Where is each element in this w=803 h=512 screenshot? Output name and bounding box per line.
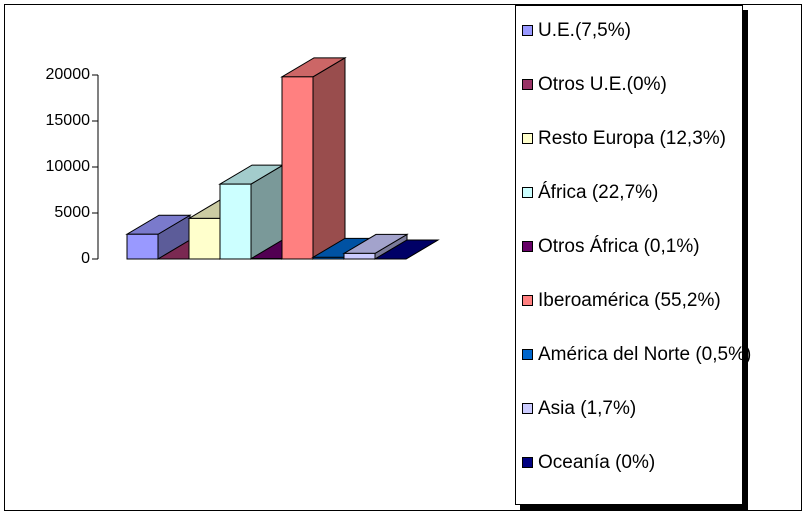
legend-item: Oceanía (0%) — [522, 450, 753, 475]
bar-front — [126, 233, 159, 260]
legend: U.E.(7,5%) Otros U.E.(0%) Resto Europa (12… — [515, 5, 751, 505]
legend-swatch — [522, 403, 533, 414]
legend-label: U.E.(7,5%) — [538, 20, 631, 41]
legend-label: América del Norte (0,5%) — [538, 344, 752, 365]
legend-swatch — [522, 241, 533, 252]
legend-label: Iberoamérica (55,2%) — [538, 290, 721, 311]
bar-front — [188, 217, 221, 260]
legend-swatch — [522, 349, 533, 360]
y-tick-label: 10000 — [46, 158, 91, 175]
legend-item: Asia (1,7%) — [522, 396, 753, 421]
legend-item: Otros África (0,1%) — [522, 234, 753, 259]
legend-swatch — [522, 133, 533, 144]
legend-label: Resto Europa (12,3%) — [538, 128, 726, 149]
legend-item: África (22,7%) — [522, 180, 753, 205]
bar-top — [373, 239, 440, 260]
legend-item: Resto Europa (12,3%) — [522, 126, 753, 151]
bar-front — [219, 183, 252, 260]
y-tick-label: 0 — [81, 250, 90, 267]
legend-label: Oceanía (0%) — [538, 452, 656, 473]
y-tick-label: 15000 — [46, 112, 91, 129]
legend-label: Otros África (0,1%) — [538, 236, 700, 257]
bar-front — [343, 252, 376, 260]
legend-swatch — [522, 79, 533, 90]
legend-label: Asia (1,7%) — [538, 398, 637, 419]
legend-item: U.E.(7,5%) — [522, 18, 753, 43]
legend-label: África (22,7%) — [538, 182, 659, 203]
y-tick-label: 20000 — [46, 66, 91, 83]
legend-item: América del Norte (0,5%) — [522, 342, 753, 367]
legend-swatch — [522, 187, 533, 198]
legend-item: Otros U.E.(0%) — [522, 72, 753, 97]
legend-swatch — [522, 295, 533, 306]
chart-frame — [4, 4, 802, 511]
bar-front — [281, 76, 314, 260]
legend-item: Iberoamérica (55,2%) — [522, 288, 753, 313]
y-tick-label: 5000 — [54, 204, 90, 221]
legend-label: Otros U.E.(0%) — [538, 74, 667, 95]
legend-swatch — [522, 457, 533, 468]
legend-swatch — [522, 25, 533, 36]
bar-front — [312, 256, 345, 260]
bar-side — [312, 56, 346, 260]
